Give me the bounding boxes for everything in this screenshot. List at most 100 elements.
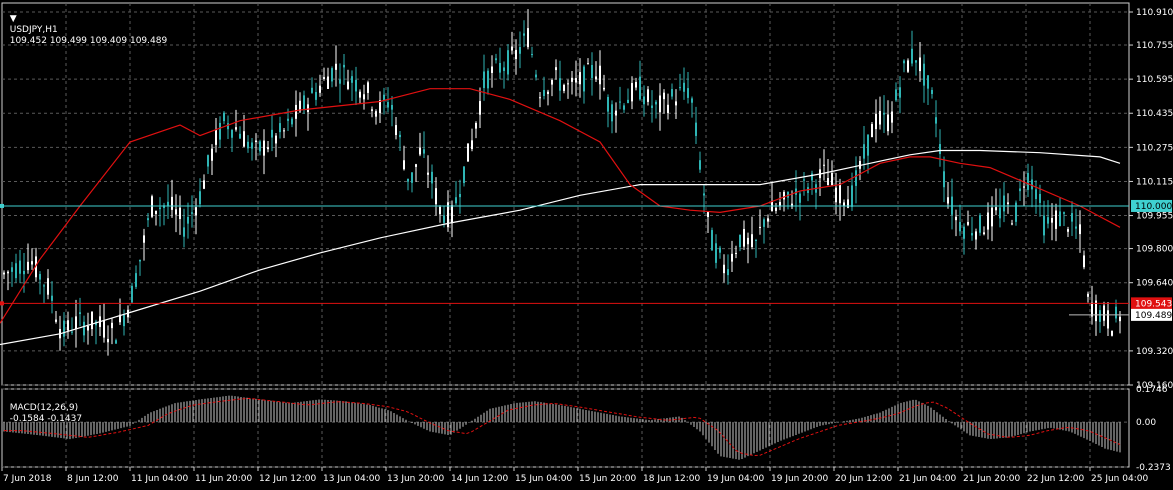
candle-body xyxy=(971,233,973,236)
candle-body xyxy=(655,101,657,105)
candle-body xyxy=(795,188,797,195)
candle-body xyxy=(471,140,473,150)
candle-body xyxy=(747,237,749,245)
time-axis-label: 21 Jun 20:00 xyxy=(963,474,1020,484)
candle-body xyxy=(575,78,577,83)
candle-body xyxy=(983,232,985,235)
candle-body xyxy=(267,147,269,150)
candle-body xyxy=(839,183,841,204)
candle-body xyxy=(603,87,605,90)
candle-body xyxy=(223,112,225,122)
candle-body xyxy=(735,252,737,254)
candle-body xyxy=(63,320,65,337)
candle-body xyxy=(175,209,177,215)
candle-body xyxy=(227,123,229,130)
price-badge-current: 109.489 xyxy=(1135,311,1172,321)
candle-body xyxy=(731,253,733,262)
time-axis-label: 11 Jun 20:00 xyxy=(195,474,252,484)
triangle-down-icon[interactable]: ▼ xyxy=(9,14,17,24)
candle-body xyxy=(11,267,13,272)
candle-body xyxy=(191,212,193,214)
candle-body xyxy=(443,215,445,223)
candle-body xyxy=(871,124,873,138)
time-axis-label: 15 Jun 04:00 xyxy=(515,474,572,484)
candle-body xyxy=(7,271,9,274)
candle-body xyxy=(399,134,401,138)
candle-body xyxy=(3,272,5,275)
candle-body xyxy=(847,199,849,208)
candle-body xyxy=(687,88,689,98)
macd-frame xyxy=(1,388,1130,468)
horizontal-line-handle[interactable] xyxy=(0,301,4,306)
candle-body xyxy=(899,87,901,98)
candle-body xyxy=(115,340,117,344)
candle-body xyxy=(595,76,597,80)
candle-body xyxy=(1035,189,1037,200)
candle-body xyxy=(1103,305,1105,321)
candle-body xyxy=(763,219,765,227)
candle-body xyxy=(823,164,825,166)
macd-axis-label: 0.1746 xyxy=(1136,385,1168,395)
candle-body xyxy=(979,215,981,233)
candle-body xyxy=(547,91,549,95)
candle-body xyxy=(743,228,745,247)
candle-body xyxy=(143,235,145,243)
candle-body xyxy=(415,164,417,167)
candle-body xyxy=(1019,188,1021,192)
time-axis-label: 20 Jun 12:00 xyxy=(835,474,892,484)
candle-body xyxy=(475,123,477,129)
candle-body xyxy=(1027,172,1029,190)
candle-body xyxy=(167,201,169,206)
candle-body xyxy=(627,99,629,104)
candle-body xyxy=(723,264,725,274)
candle-body xyxy=(295,104,297,119)
candle-body xyxy=(755,240,757,242)
candle-body xyxy=(751,234,753,248)
candle-body xyxy=(391,104,393,110)
candle-body xyxy=(787,191,789,198)
price-axis-label: 110.910 xyxy=(1136,8,1173,18)
candle-body xyxy=(379,100,381,114)
candle-body xyxy=(479,101,481,115)
candle-body xyxy=(311,87,313,93)
horizontal-line-handle[interactable] xyxy=(0,203,4,208)
candle-body xyxy=(47,278,49,295)
candle-body xyxy=(103,320,105,338)
candle-body xyxy=(287,118,289,121)
price-axis-label: 110.435 xyxy=(1136,109,1173,119)
time-axis-label: 11 Jun 04:00 xyxy=(131,474,188,484)
time-axis-label: 7 Jun 2018 xyxy=(3,474,52,484)
candle-body xyxy=(355,79,357,92)
candle-body xyxy=(903,60,905,64)
candle-body xyxy=(323,77,325,79)
candle-body xyxy=(447,202,449,228)
candle-body xyxy=(891,111,893,123)
candle-body xyxy=(87,325,89,331)
candle-body xyxy=(675,101,677,106)
candle-body xyxy=(495,58,497,61)
candle-body xyxy=(111,322,113,329)
candle-body xyxy=(939,144,941,155)
candle-body xyxy=(963,226,965,239)
macd-signal-line xyxy=(4,397,1121,457)
candle-body xyxy=(827,178,829,186)
candle-body xyxy=(635,82,637,88)
candle-body xyxy=(239,133,241,139)
candle-body xyxy=(1079,224,1081,235)
candle-body xyxy=(791,203,793,207)
candle-body xyxy=(275,135,277,144)
candle-body xyxy=(171,196,173,210)
candle-body xyxy=(555,67,557,71)
candle-body xyxy=(615,110,617,116)
moving-average-fast-line xyxy=(0,88,1121,324)
candle-body xyxy=(739,234,741,248)
main-frame xyxy=(1,2,1130,386)
candle-body xyxy=(491,66,493,73)
candle-body xyxy=(383,94,385,101)
price-axis-label: 110.755 xyxy=(1136,41,1173,51)
candle-body xyxy=(147,218,149,221)
candle-body xyxy=(919,57,921,72)
candle-body xyxy=(515,49,517,60)
price-badge-cyan-bg xyxy=(1131,199,1172,212)
